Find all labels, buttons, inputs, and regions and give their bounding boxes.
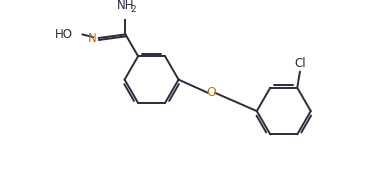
Text: Cl: Cl	[294, 57, 306, 70]
Text: O: O	[207, 86, 217, 99]
Text: HO: HO	[55, 28, 73, 41]
Text: 2: 2	[131, 5, 137, 14]
Text: NH: NH	[117, 0, 134, 12]
Text: N: N	[88, 32, 97, 46]
